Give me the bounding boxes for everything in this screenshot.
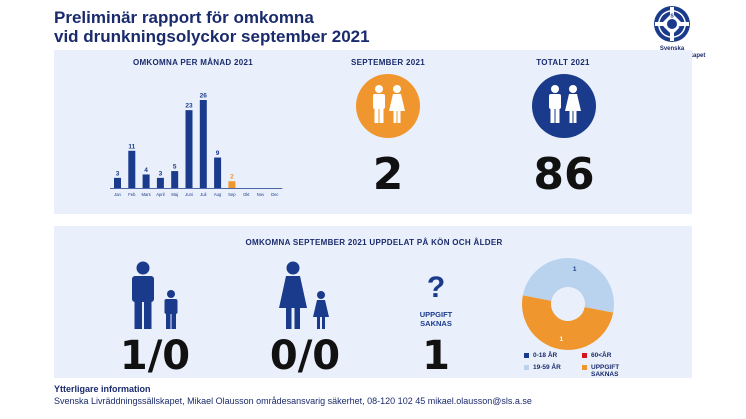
donut-slice-1 xyxy=(522,295,614,350)
bar-value-label: 3 xyxy=(159,170,163,177)
total-heading: TOTALT 2021 xyxy=(536,58,590,67)
summary-panel: OMKOMNA PER MÅNAD 2021 3 Jan 11 Feb 4 Mars 3 Ap… xyxy=(54,50,692,214)
legend-label: 0-18 ÅR xyxy=(533,352,558,359)
breakdown-heading: OMKOMNA SEPTEMBER 2021 UPPDELAT PÅ KÖN O… xyxy=(245,238,503,247)
bar-maj xyxy=(171,171,179,188)
legend-label: 60<ÅR xyxy=(591,352,612,359)
bar-aug xyxy=(214,157,222,188)
bar-jan xyxy=(114,177,121,188)
month-tick-label: Aug xyxy=(214,192,222,197)
month-tick-label: Jan xyxy=(114,192,121,197)
month-tick-label: Maj xyxy=(171,192,178,197)
legend-label: 19-59 ÅR xyxy=(533,364,561,371)
donut-slice-label: 1 xyxy=(560,336,564,343)
bar-juli xyxy=(199,100,207,188)
footer: Ytterligare information Svenska Livräddn… xyxy=(54,383,532,407)
bar-value-label: 4 xyxy=(144,167,148,174)
month-tick-label: Dec xyxy=(271,192,278,197)
total-people-icon xyxy=(532,74,596,138)
men-count: 1/0 xyxy=(119,333,191,379)
sls-logo: S L S Svenska Livräddningssällskapet xyxy=(636,4,708,62)
month-tick-label: Juni xyxy=(185,192,193,197)
bar-value-label: 5 xyxy=(173,164,177,171)
women-count: 0/0 xyxy=(269,333,341,379)
bar-value-label: 23 xyxy=(185,103,193,110)
bar-mars xyxy=(142,174,150,188)
unknown-label-line-2: SAKNAS xyxy=(420,319,452,328)
september-count: 2 xyxy=(372,149,404,200)
september-people-icon xyxy=(356,74,420,138)
legend-label-line-1: UPPGIFT xyxy=(591,364,620,371)
legend-swatch xyxy=(524,365,529,370)
breakdown-panel: OMKOMNA SEPTEMBER 2021 UPPDELAT PÅ KÖN O… xyxy=(54,226,692,378)
footer-contact: Svenska Livräddningssällskapet, Mikael O… xyxy=(54,396,532,406)
bar-value-label: 9 xyxy=(216,150,220,157)
title-line-1: Preliminär rapport för omkomna xyxy=(54,8,314,27)
bar-feb xyxy=(128,150,136,188)
title-line-2: vid drunkningsolyckor september 2021 xyxy=(54,27,370,46)
month-tick-label: April xyxy=(156,192,164,197)
age-donut-chart: 11 xyxy=(522,258,614,350)
month-tick-label: Feb xyxy=(128,192,136,197)
donut-slice-label: 1 xyxy=(573,266,577,273)
september-heading: SEPTEMBER 2021 xyxy=(350,58,425,67)
monthly-heading: OMKOMNA PER MÅNAD 2021 xyxy=(132,58,254,67)
month-tick-label: Mars xyxy=(141,192,150,197)
donut-slice-0 xyxy=(522,258,614,313)
man-and-boy-icon xyxy=(132,261,178,329)
bar-april xyxy=(156,177,164,188)
question-mark-icon: ? xyxy=(426,271,446,304)
legend-swatch xyxy=(582,365,587,370)
unknown-count: 1 xyxy=(422,333,450,379)
unknown-label: UPPGIFT SAKNAS xyxy=(406,310,466,328)
logo-name-line-1: Svenska xyxy=(659,46,685,52)
bar-sep xyxy=(228,181,236,188)
unknown-label-line-1: UPPGIFT xyxy=(419,310,453,319)
footer-title: Ytterligare information xyxy=(54,384,151,394)
woman-and-girl-icon xyxy=(279,261,329,329)
bar-juni xyxy=(185,110,193,188)
legend-swatch xyxy=(524,353,529,358)
lifebuoy-logo-icon: S L S xyxy=(654,6,690,42)
legend-swatch xyxy=(582,353,587,358)
total-count: 86 xyxy=(533,149,595,200)
month-tick-label: Nov xyxy=(257,192,265,197)
svg-text:S: S xyxy=(678,26,682,32)
month-tick-label: Okt xyxy=(243,192,250,197)
bar-value-label: 26 xyxy=(200,93,208,100)
bar-value-label: 11 xyxy=(128,143,135,150)
month-tick-label: Juli xyxy=(200,192,206,197)
svg-text:L: L xyxy=(662,26,665,32)
monthly-bar-chart: 3 Jan 11 Feb 4 Mars 3 April 5 Maj 23 Juni 26 Juli 9 Aug… xyxy=(110,93,283,197)
bar-value-label: 3 xyxy=(116,170,120,177)
svg-text:S: S xyxy=(670,14,674,20)
month-tick-label: Sep xyxy=(228,192,236,197)
legend-label: UPPGIFT SAKNAS xyxy=(591,364,619,378)
page-title: Preliminär rapport för omkomna vid drunk… xyxy=(54,8,370,46)
donut-legend: 0-18 ÅR 60<ÅR 19-59 ÅR UPPGIFT SAKNAS xyxy=(524,352,644,378)
legend-label-line-2: SAKNAS xyxy=(591,371,619,378)
bar-value-label: 2 xyxy=(230,174,234,181)
